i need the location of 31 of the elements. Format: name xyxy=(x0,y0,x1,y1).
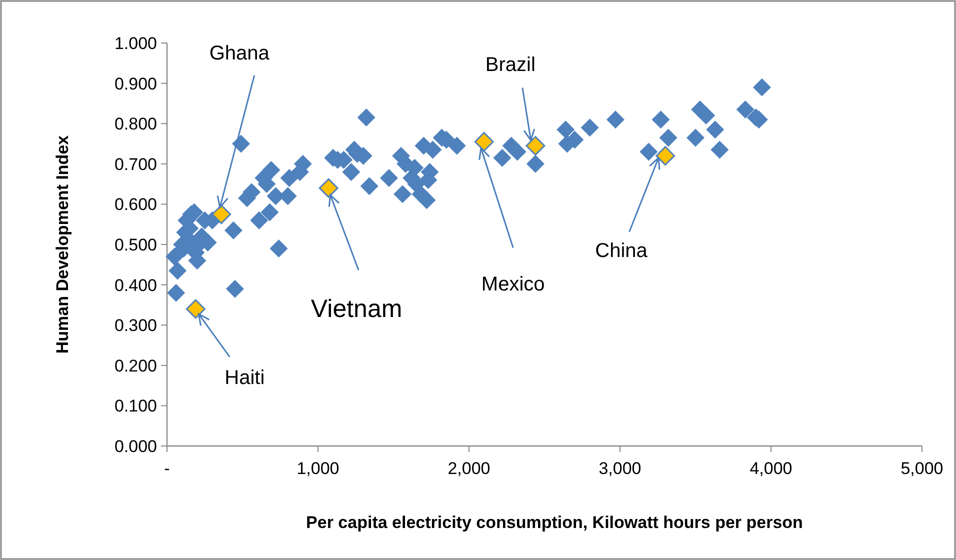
annotation: Brazil xyxy=(485,54,536,76)
y-tick-label: 0.100 xyxy=(114,396,157,416)
point xyxy=(656,146,676,166)
y-axis-title: Human Development Index xyxy=(53,134,72,354)
y-tick-label: 0.900 xyxy=(114,74,157,94)
x-tick-label: 5,000 xyxy=(900,459,944,478)
point xyxy=(474,132,494,152)
y-tick-label: 0.000 xyxy=(114,436,157,456)
annotation: China xyxy=(595,240,648,262)
annotation: Ghana xyxy=(209,42,270,64)
x-tick-label: 4,000 xyxy=(750,459,792,478)
point xyxy=(318,178,338,198)
y-tick-label: 0.300 xyxy=(114,316,157,336)
x-tick-label: - xyxy=(164,459,170,478)
point xyxy=(526,136,546,156)
y-tick-label: 0.200 xyxy=(114,356,157,376)
y-tick-label: 0.500 xyxy=(114,235,157,254)
point xyxy=(186,299,206,319)
x-axis-title: Per capita electricity consumption, Kilowatt hours per person xyxy=(306,513,803,532)
x-tick-label: 3,000 xyxy=(598,459,642,478)
y-tick-label: 1.000 xyxy=(114,34,157,53)
annotation: Mexico xyxy=(481,274,545,296)
y-tick-label: 0.400 xyxy=(114,276,157,295)
y-tick-label: 0.700 xyxy=(114,154,157,174)
y-tick-label: 0.800 xyxy=(114,114,157,134)
x-tick-label: 1,000 xyxy=(296,459,340,478)
point xyxy=(212,204,232,224)
x-tick-label: 2,000 xyxy=(448,459,490,478)
annotation: Haiti xyxy=(224,366,265,389)
annotation: Vietnam xyxy=(310,294,402,323)
y-tick-label: 0.600 xyxy=(114,195,157,214)
